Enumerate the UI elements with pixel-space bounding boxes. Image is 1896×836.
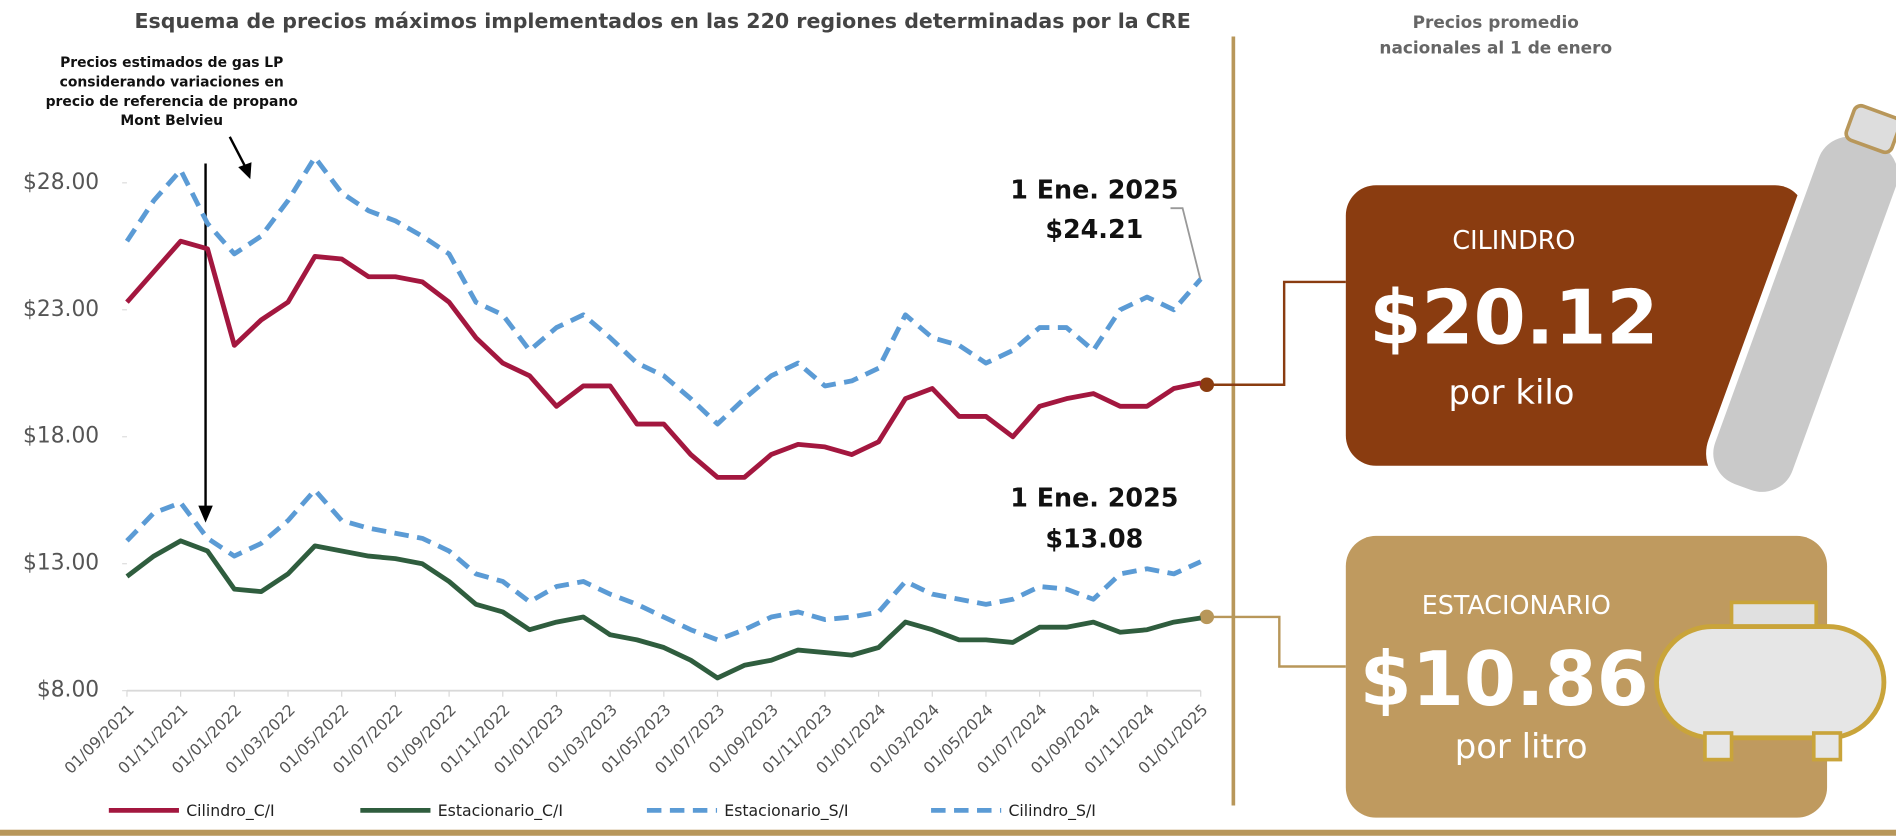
- annotation: 1 Ene. 2025: [1010, 174, 1178, 204]
- page: Esquema de precios máximos implementados…: [0, 0, 1896, 836]
- annotation: Precios estimados de gas LP: [60, 55, 283, 71]
- legend-label: Estacionario_C/I: [438, 801, 563, 821]
- card-unit: por kilo: [1448, 373, 1574, 412]
- tank-leg: [1705, 733, 1732, 760]
- annotation: $13.08: [1045, 524, 1143, 554]
- annotation: $24.21: [1045, 214, 1143, 244]
- chart-title: Esquema de precios máximos implementados…: [135, 9, 1191, 33]
- series-line: [127, 241, 1201, 477]
- infographic: Esquema de precios máximos implementados…: [0, 0, 1896, 836]
- card-price: $20.12: [1369, 274, 1658, 362]
- callout-leader: [1170, 208, 1200, 281]
- arrow: [230, 137, 246, 167]
- bottom-bar: [0, 830, 1896, 836]
- card-unit: por litro: [1455, 727, 1588, 766]
- series-line: [127, 541, 1201, 678]
- annotation: precio de referencia de propano: [46, 94, 298, 110]
- y-tick-label: $8.00: [37, 678, 99, 703]
- connector-dot: [1200, 610, 1215, 625]
- connector: [1207, 282, 1346, 385]
- legend-label: Estacionario_S/I: [724, 801, 848, 821]
- panel-title: nacionales al 1 de enero: [1379, 38, 1612, 58]
- tank-body: [1657, 627, 1884, 738]
- arrow-head: [198, 506, 213, 523]
- y-tick-label: $18.00: [23, 424, 99, 449]
- y-tick-label: $13.00: [23, 551, 99, 576]
- y-tick-label: $28.00: [23, 170, 99, 195]
- y-tick-label: $23.00: [23, 297, 99, 322]
- connector: [1207, 617, 1346, 667]
- card-label: CILINDRO: [1452, 225, 1575, 255]
- connector-dot: [1200, 377, 1215, 392]
- tank-leg: [1814, 733, 1841, 760]
- panel-title: Precios promedio: [1413, 12, 1579, 32]
- arrow-head: [238, 162, 251, 179]
- legend-label: Cilindro_C/I: [186, 801, 274, 821]
- annotation: considerando variaciones en: [60, 74, 284, 90]
- annotation: Mont Belvieu: [120, 113, 223, 129]
- legend-label: Cilindro_S/I: [1008, 801, 1095, 821]
- card-price: $10.86: [1360, 635, 1649, 723]
- card-label: ESTACIONARIO: [1422, 590, 1611, 620]
- annotation: 1 Ene. 2025: [1010, 483, 1178, 513]
